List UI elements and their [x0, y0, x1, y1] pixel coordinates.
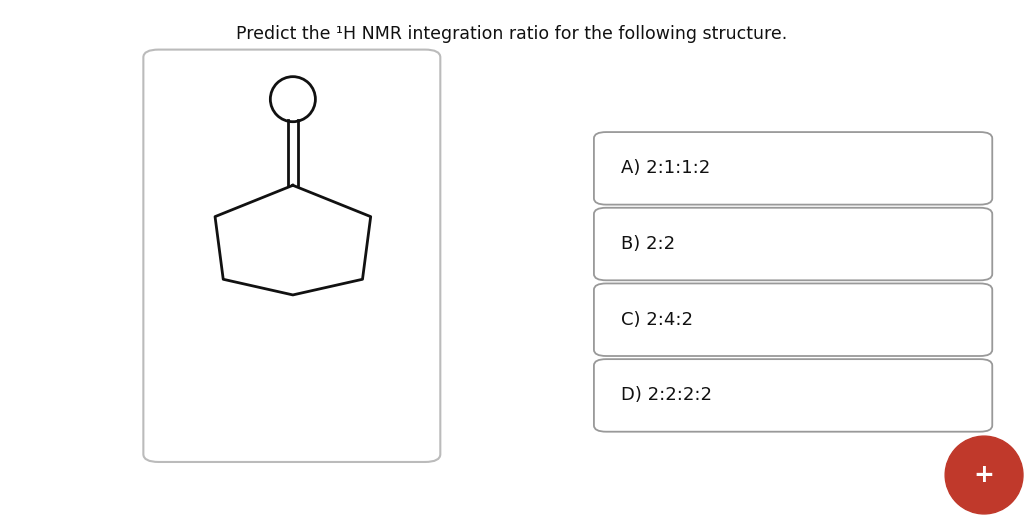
Text: Predict the ¹H NMR integration ratio for the following structure.: Predict the ¹H NMR integration ratio for…	[237, 25, 787, 43]
FancyBboxPatch shape	[594, 132, 992, 205]
Text: A) 2:1:1:2: A) 2:1:1:2	[621, 159, 710, 177]
Text: +: +	[974, 463, 994, 487]
FancyBboxPatch shape	[594, 359, 992, 432]
Text: C) 2:4:2: C) 2:4:2	[621, 311, 692, 329]
FancyBboxPatch shape	[143, 50, 440, 462]
FancyBboxPatch shape	[594, 283, 992, 356]
FancyBboxPatch shape	[594, 208, 992, 280]
Ellipse shape	[945, 436, 1023, 514]
Text: D) 2:2:2:2: D) 2:2:2:2	[621, 386, 712, 405]
Text: B) 2:2: B) 2:2	[621, 235, 675, 253]
